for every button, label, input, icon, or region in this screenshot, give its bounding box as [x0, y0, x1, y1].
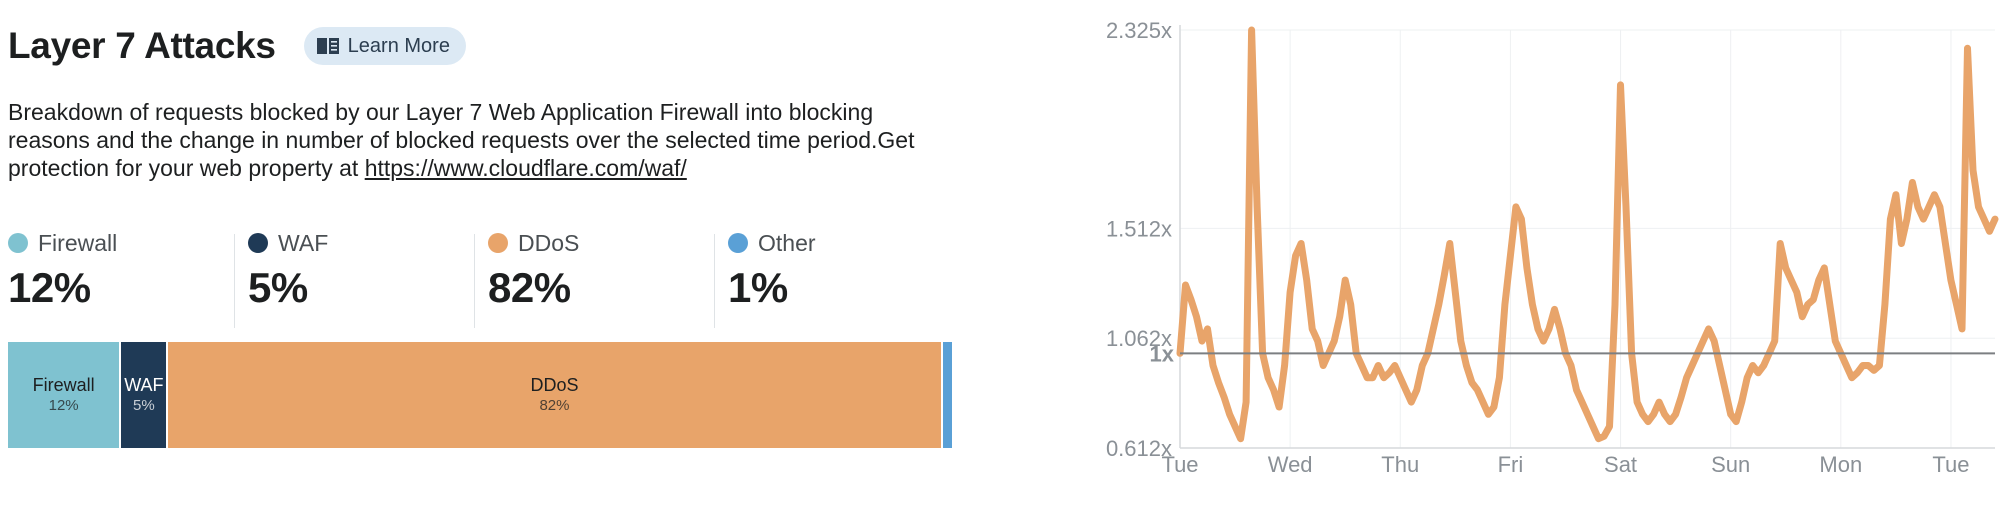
- stats-row: Firewall 12% WAF 5% DDoS 82%: [8, 228, 960, 328]
- stat-other: Other 1%: [728, 228, 816, 328]
- x-tick-label: Tue: [1932, 452, 1969, 477]
- series-line-0: [1176, 26, 1999, 443]
- y-tick-label: 1.062x: [1106, 326, 1172, 351]
- stat-firewall: Firewall 12%: [8, 228, 117, 328]
- learn-more-label: Learn More: [347, 34, 450, 57]
- description: Breakdown of requests blocked by our Lay…: [8, 98, 938, 182]
- bar-segment-other[interactable]: [942, 342, 952, 448]
- stat-name: WAF: [278, 229, 329, 256]
- stat-value: 5%: [248, 264, 308, 311]
- stat-value: 12%: [8, 264, 91, 311]
- stat-name: Other: [758, 229, 816, 256]
- bar-segment-firewall[interactable]: Firewall 12%: [8, 342, 122, 448]
- waf-dot-icon: [248, 233, 268, 253]
- stat-waf: WAF 5%: [248, 228, 328, 328]
- x-tick-label: Wed: [1268, 452, 1313, 477]
- bar-segment-label: Firewall: [32, 375, 95, 395]
- stat-divider: [234, 234, 235, 328]
- bar-segment-waf[interactable]: WAF 5%: [121, 342, 169, 448]
- breakdown-bar: Firewall 12% WAF 5% DDoS 82%: [8, 342, 952, 448]
- y-tick-label: 2.325x: [1106, 18, 1172, 43]
- x-tick-label: Sat: [1604, 452, 1637, 477]
- bar-segment-ddos[interactable]: DDoS 82%: [168, 342, 943, 448]
- stat-ddos: DDoS 82%: [488, 228, 579, 328]
- firewall-dot-icon: [8, 233, 28, 253]
- attack-trend-chart: 2.325x 1.512x 1.062x 0.612x Tue Wed Thu Fri Sat S…: [1040, 0, 1999, 522]
- x-tick-label: Tue: [1161, 452, 1198, 477]
- stat-name: DDoS: [518, 229, 580, 256]
- waf-link[interactable]: https://www.cloudflare.com/waf/: [364, 155, 687, 181]
- y-tick-label: 0.612x: [1106, 436, 1172, 461]
- stat-name: Firewall: [38, 229, 118, 256]
- stat-value: 1%: [728, 264, 788, 311]
- description-text: Breakdown of requests blocked by our Lay…: [8, 99, 915, 181]
- bar-segment-percent: 82%: [539, 397, 570, 414]
- book-icon: [316, 36, 340, 56]
- bar-segment-label: WAF: [124, 375, 164, 395]
- other-dot-icon: [728, 233, 748, 253]
- page-title: Layer 7 Attacks: [8, 25, 276, 66]
- baseline-1x-label: 1x: [1150, 341, 1175, 366]
- x-tick-label: Mon: [1819, 452, 1862, 477]
- learn-more-button[interactable]: Learn More: [303, 27, 466, 65]
- bar-segment-label: DDoS: [530, 375, 579, 395]
- x-tick-label: Sun: [1711, 452, 1750, 477]
- stat-divider: [474, 234, 475, 328]
- bar-segment-percent: 12%: [48, 397, 79, 414]
- stat-value: 82%: [488, 264, 571, 311]
- x-tick-label: Thu: [1381, 452, 1419, 477]
- ddos-dot-icon: [488, 233, 508, 253]
- header: Layer 7 Attacks Learn More: [8, 22, 466, 70]
- stat-divider: [714, 234, 715, 328]
- bar-segment-percent: 5%: [133, 397, 155, 414]
- y-tick-label: 1.512x: [1106, 216, 1172, 241]
- x-tick-label: Fri: [1498, 452, 1524, 477]
